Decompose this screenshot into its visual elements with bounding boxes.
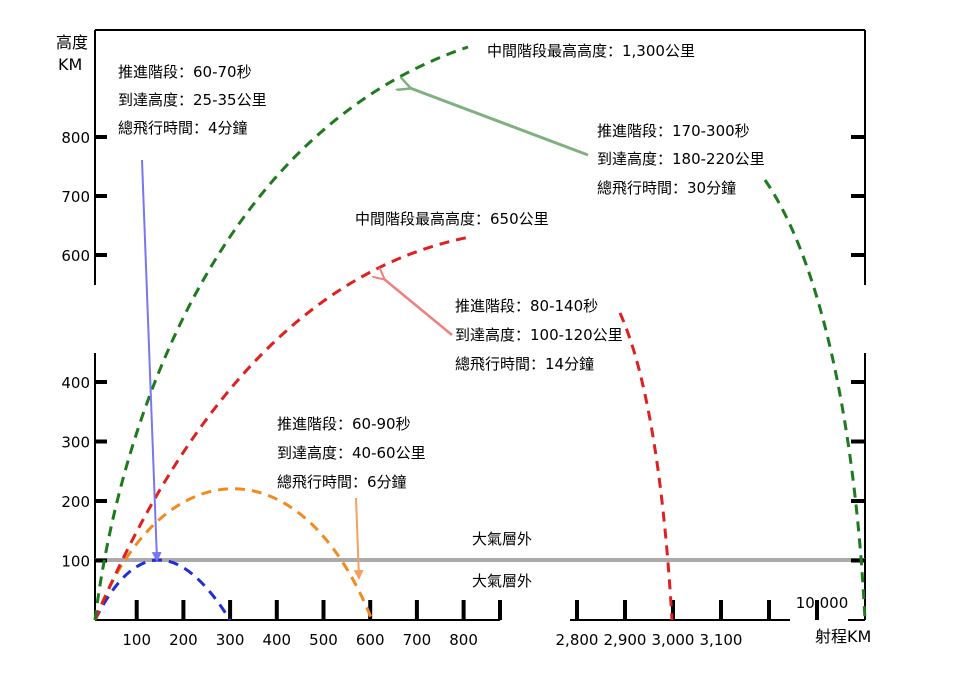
- x-tick-label: 200: [169, 631, 198, 649]
- x-tick-label: 3,100: [700, 631, 743, 649]
- y-axis-title-line-2: KM: [58, 55, 82, 74]
- x-tick-label: 10,000: [796, 594, 849, 612]
- arrow-green: [410, 88, 589, 157]
- trajectory-300km: [93, 558, 232, 621]
- x-axis-title: 射程KM: [815, 627, 871, 646]
- y-axis-title-line-1: 高度: [56, 33, 88, 52]
- annotation-orange: 推進階段：60-90秒 到達高度：40-60公里 總飛行時間：6分鐘: [277, 415, 426, 491]
- x-tick-label: 800: [449, 631, 478, 649]
- annotation-line: 推進階段：170-300秒: [597, 122, 750, 140]
- atmosphere-label-below: 大氣層外: [472, 572, 532, 590]
- y-tick-label: 800: [61, 129, 90, 147]
- y-tick-label: 400: [61, 374, 90, 392]
- annotation-line: 到達高度：180-220公里: [597, 150, 765, 168]
- arrow-blue: [141, 159, 162, 562]
- y-tick-label: 300: [61, 434, 90, 452]
- trajectory-10000km-descent: [763, 179, 867, 621]
- trajectory-3000km-descent: [618, 312, 674, 621]
- annotation-line: 推進階段：80-140秒: [455, 297, 598, 315]
- axis-ticks: 100 200 300 400 600 700 800 100 200 300 400 500 600 7…: [61, 129, 865, 649]
- y-tick-label: 600: [61, 247, 90, 265]
- y-tick-label: 700: [61, 188, 90, 206]
- x-tick-label: 600: [356, 631, 385, 649]
- trajectory-600km: [93, 487, 374, 621]
- x-tick-label: 100: [122, 631, 151, 649]
- y-tick-label: 100: [61, 553, 90, 571]
- x-tick-label: 700: [403, 631, 432, 649]
- annotation-red: 推進階段：80-140秒 到達高度：100-120公里 總飛行時間：14分鐘: [455, 297, 623, 373]
- x-tick-label: 300: [216, 631, 245, 649]
- annotation-line: 到達高度：40-60公里: [277, 444, 426, 462]
- annotation-line: 總飛行時間：4分鐘: [118, 119, 248, 137]
- x-tick-label: 500: [309, 631, 338, 649]
- x-tick-label: 2,900: [604, 631, 647, 649]
- x-tick-label: 2,800: [556, 631, 599, 649]
- trajectory-10000km-ascent: [93, 45, 469, 621]
- arrow-red: [384, 279, 453, 336]
- annotation-green: 推進階段：170-300秒 到達高度：180-220公里 總飛行時間：30分鐘: [597, 122, 765, 197]
- annotation-line: 總飛行時間：14分鐘: [455, 355, 594, 373]
- annotation-green-peak: 中間階段最高高度：1,300公里: [487, 42, 695, 60]
- annotation-line: 推進階段：60-70秒: [118, 63, 252, 81]
- x-tick-label: 400: [262, 631, 291, 649]
- annotation-line: 推進階段：60-90秒: [277, 415, 411, 433]
- trajectory-3000km-ascent: [93, 235, 471, 621]
- arrow-orange: [353, 497, 364, 580]
- annotation-line: 到達高度：25-35公里: [118, 91, 267, 109]
- x-tick-label: 3,000: [652, 631, 695, 649]
- annotation-line: 總飛行時間：30分鐘: [597, 179, 736, 197]
- annotation-line: 總飛行時間：6分鐘: [277, 473, 407, 491]
- annotation-blue: 推進階段：60-70秒 到達高度：25-35公里 總飛行時間：4分鐘: [118, 63, 267, 137]
- annotation-line: 到達高度：100-120公里: [455, 326, 623, 344]
- y-tick-label: 200: [61, 493, 90, 511]
- atmosphere-label-above: 大氣層外: [472, 530, 532, 548]
- annotation-red-peak: 中間階段最高高度：650公里: [355, 210, 549, 228]
